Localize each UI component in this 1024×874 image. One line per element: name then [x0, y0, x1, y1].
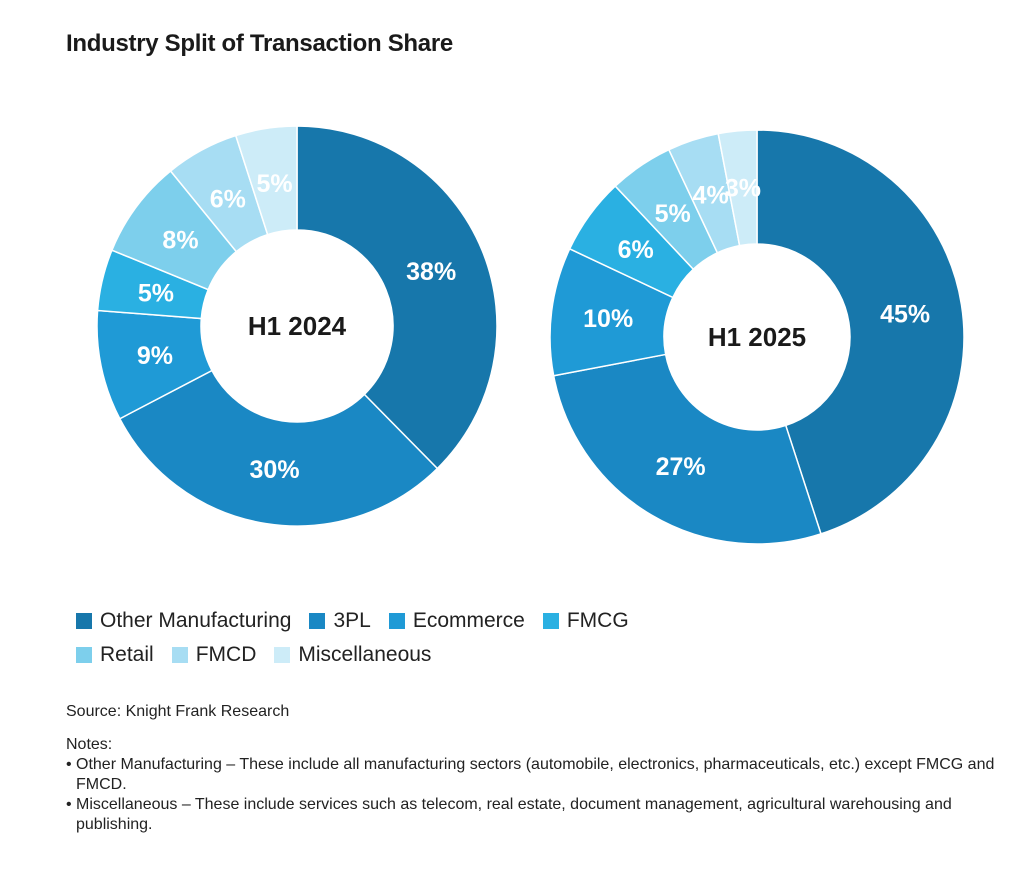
legend-item: Other Manufacturing [76, 609, 291, 633]
chart-title: Industry Split of Transaction Share [66, 30, 453, 57]
note-text: Other Manufacturing – These include all … [76, 756, 995, 793]
notes-heading: Notes: [66, 736, 113, 753]
slice-data-label: 5% [138, 279, 174, 307]
slice-data-label: 9% [137, 342, 173, 370]
notes: Notes: • Other Manufacturing – These inc… [66, 735, 996, 835]
slice-other-manufacturing [756, 129, 965, 535]
legend: Other Manufacturing 3PL Ecommerce FMCG Retai… [76, 604, 776, 672]
slice-data-label: 45% [880, 301, 930, 329]
slice-data-label: 10% [583, 305, 633, 333]
legend-row: Retail FMCD Miscellaneous [76, 638, 776, 672]
legend-item: 3PL [309, 609, 371, 633]
legend-item: Retail [76, 643, 154, 667]
slice-data-label: 5% [655, 200, 691, 228]
slice-miscellaneous [717, 129, 758, 247]
slice-data-label: 8% [162, 227, 198, 255]
slice-other-manufacturing [296, 125, 498, 470]
legend-item: Ecommerce [388, 609, 525, 633]
legend-swatch [171, 647, 188, 663]
donut-center-label: H1 2024 [248, 311, 347, 341]
legend-label: Ecommerce [412, 609, 525, 632]
slice-data-label: 3% [725, 175, 761, 203]
legend-item: Miscellaneous [274, 643, 431, 667]
legend-item: FMCD [171, 643, 257, 667]
slice-data-label: 6% [210, 186, 246, 214]
legend-label: Other Manufacturing [100, 609, 292, 632]
slice-3pl [552, 353, 822, 545]
legend-swatch [76, 613, 92, 629]
note-text: Miscellaneous – These include services s… [76, 796, 952, 833]
slice-3pl [118, 369, 439, 527]
slice-miscellaneous [234, 125, 298, 236]
slice-data-label: 6% [618, 236, 654, 264]
legend-row: Other Manufacturing 3PL Ecommerce FMCG [76, 604, 776, 638]
donut-center-label: H1 2025 [708, 322, 806, 352]
slice-data-label: 38% [406, 258, 456, 286]
legend-swatch [309, 613, 326, 629]
legend-swatch [274, 647, 291, 663]
legend-swatch [542, 613, 559, 629]
legend-item: FMCG [542, 609, 629, 633]
donut-1: 45% 27% 10% 6%5%4%3% H1 2025 [549, 129, 965, 545]
donut-0: 38% 30% 9% 5% 8% 6% 5% H1 2024 [96, 125, 498, 527]
slice-data-label: 27% [656, 453, 706, 481]
legend-swatch [388, 613, 405, 629]
bullet: • [66, 756, 72, 773]
legend-swatch [76, 647, 92, 663]
source-note: Source: Knight Frank Research [66, 703, 290, 720]
legend-label: FMCG [566, 609, 629, 632]
legend-label: 3PL [333, 609, 371, 632]
legend-label: Miscellaneous [298, 643, 432, 666]
donut-charts: 38%30%9%5%8%6%5%H1 2024 45%27%10%6%5%4%3%… [96, 125, 965, 545]
slice-data-label: 5% [256, 170, 292, 198]
legend-label: FMCD [195, 643, 257, 666]
bullet: • [66, 796, 72, 813]
slice-data-label: 4% [693, 181, 729, 209]
note-item: • Miscellaneous – These include services… [66, 795, 996, 835]
note-item: • Other Manufacturing – These include al… [66, 755, 996, 795]
slice-data-label: 30% [250, 456, 300, 484]
legend-label: Retail [100, 643, 154, 666]
